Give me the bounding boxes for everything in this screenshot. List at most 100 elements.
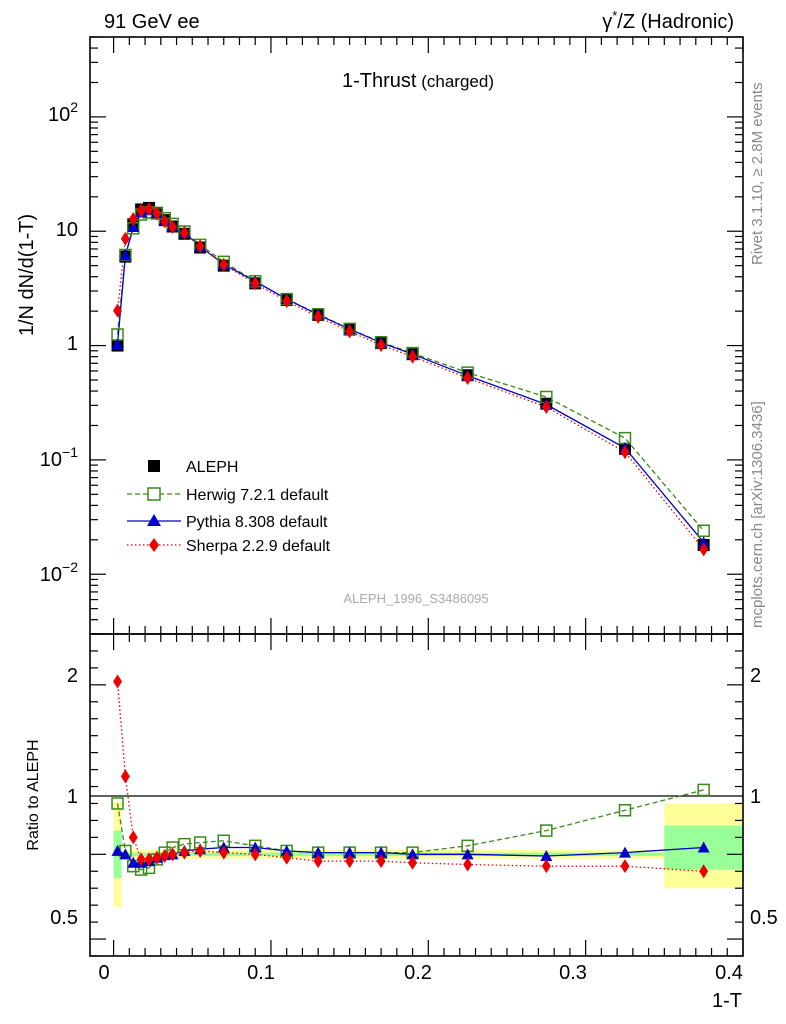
ratio-point-sherpa [376,854,386,869]
legend-label-herwig: Herwig 7.2.1 default [186,487,329,504]
ratio-point-sherpa [541,859,551,874]
ratio-point-pythia [618,846,631,858]
ratio-point-pythia [375,846,388,858]
x-tick-label-0.4: 0.4 [715,962,743,984]
main-point-sherpa [282,294,292,309]
main-point-herwig [697,524,710,538]
main-series-layer [111,201,710,557]
ratio-plot-panel: Ratio to ALEPH 2 1 0.5 2 1 0.5 0 0.1 0.2… [25,633,778,1012]
ratio-point-herwig [618,804,632,817]
ratio-point-sherpa [313,854,323,869]
ratio-point-sherpa [120,769,130,784]
main-point-pythia [119,249,132,261]
ratio-band-inner [121,852,665,857]
main-point-sherpa [179,225,189,240]
ratio-series-layer [111,674,710,879]
main-point-sherpa [113,303,123,318]
ratio-point-sherpa [250,847,260,862]
ratio-point-sherpa [463,857,473,872]
main-point-sherpa [120,231,130,246]
legend: ALEPH Herwig 7.2.1 default Pythia 8.308 … [127,459,331,555]
main-point-pythia [127,220,140,232]
ratio-y-tick-label-0.5: 0.5 [50,907,78,929]
main-point-pythia [697,536,710,548]
main-point-sherpa [699,542,709,557]
main-point-sherpa [195,239,205,254]
x-tick-label-0: 0 [98,962,109,984]
x-axis-label: 1-T [712,990,742,1012]
main-y-tick-label-100: 102 [48,99,78,126]
main-y-axis-label: 1/N dN/d(1-T) [16,214,38,336]
main-point-sherpa [144,202,154,217]
ratio-point-sherpa [128,830,138,845]
legend-marker-sherpa [149,538,159,552]
main-point-pythia [111,338,124,350]
ratio-point-herwig [111,797,124,810]
ratio-point-pythia [406,848,419,860]
legend-marker-aleph [148,460,160,472]
ratio-point-sherpa [195,843,205,858]
rivet-label: Rivet 3.1.10, ≥ 2.8M events [749,83,766,266]
ratio-point-herwig [540,824,553,837]
ratio-point-pythia [461,848,474,860]
ratio-point-pythia [343,846,356,858]
main-y-tick-label-10: 10 [56,219,78,241]
main-point-sherpa [376,338,386,353]
header-right: γ*/Z (Hadronic) [602,8,734,33]
ratio-point-sherpa [113,674,123,689]
ratio-point-sherpa [699,864,709,879]
legend-label-sherpa: Sherpa 2.2.9 default [186,538,331,555]
main-line-herwig [116,211,705,532]
ratio-point-sherpa [152,850,162,865]
main-y-tick-label-0.01: 10−2 [40,559,78,586]
main-y-tick-label-0.1: 10−1 [40,444,78,471]
main-plot-panel: 1-Thrust (charged) 1/N dN/d(1-T) 102 10 … [16,36,744,635]
legend-marker-herwig [147,487,161,501]
ratio-point-sherpa [144,852,154,867]
ratio-y-axis-label: Ratio to ALEPH [25,739,42,850]
legend-label-pythia: Pythia 8.308 default [186,514,328,531]
main-point-sherpa [250,276,260,291]
watermark: ALEPH_1996_S3486095 [343,591,488,606]
ratio-point-sherpa [160,849,170,864]
main-point-sherpa [463,371,473,386]
main-point-sherpa [152,206,162,221]
main-point-sherpa [219,257,229,272]
ratio-point-sherpa [219,845,229,860]
ratio-point-sherpa [345,854,355,869]
header-left: 91 GeV ee [104,11,200,33]
ratio-point-sherpa [282,850,292,865]
main-point-sherpa [160,214,170,229]
x-tick-label-0.2: 0.2 [404,962,432,984]
ratio-y-tick-label-right-0.5: 0.5 [750,907,778,929]
plot-title: 1-Thrust (charged) [342,70,494,92]
mcplots-label: mcplots.cern.ch [arXiv:1306.3436] [749,401,766,628]
main-point-sherpa [620,445,630,460]
legend-label-aleph: ALEPH [186,459,238,476]
x-tick-label-0.3: 0.3 [559,962,587,984]
ratio-plot-frame [89,633,744,957]
main-point-sherpa [541,400,551,415]
ratio-point-sherpa [179,845,189,860]
main-point-sherpa [345,324,355,339]
main-point-sherpa [313,309,323,324]
ratio-point-pythia [111,844,124,856]
ratio-point-sherpa [408,855,418,870]
main-point-sherpa [128,211,138,226]
main-point-sherpa [136,203,146,218]
ratio-point-herwig [697,783,710,797]
ratio-point-pythia [119,848,132,860]
main-y-tick-label-1: 1 [67,333,78,355]
ratio-point-pythia [249,841,262,853]
ratio-point-pythia [127,856,140,868]
main-point-sherpa [168,219,178,234]
main-point-sherpa [408,349,418,364]
ratio-point-sherpa [136,852,146,867]
x-tick-label-0.1: 0.1 [247,962,275,984]
ratio-point-sherpa [620,859,630,874]
ratio-point-pythia [697,841,710,853]
ratio-point-pythia [540,850,553,862]
legend-marker-pythia [147,514,161,526]
ratio-y-tick-label-right-1: 1 [750,786,761,808]
